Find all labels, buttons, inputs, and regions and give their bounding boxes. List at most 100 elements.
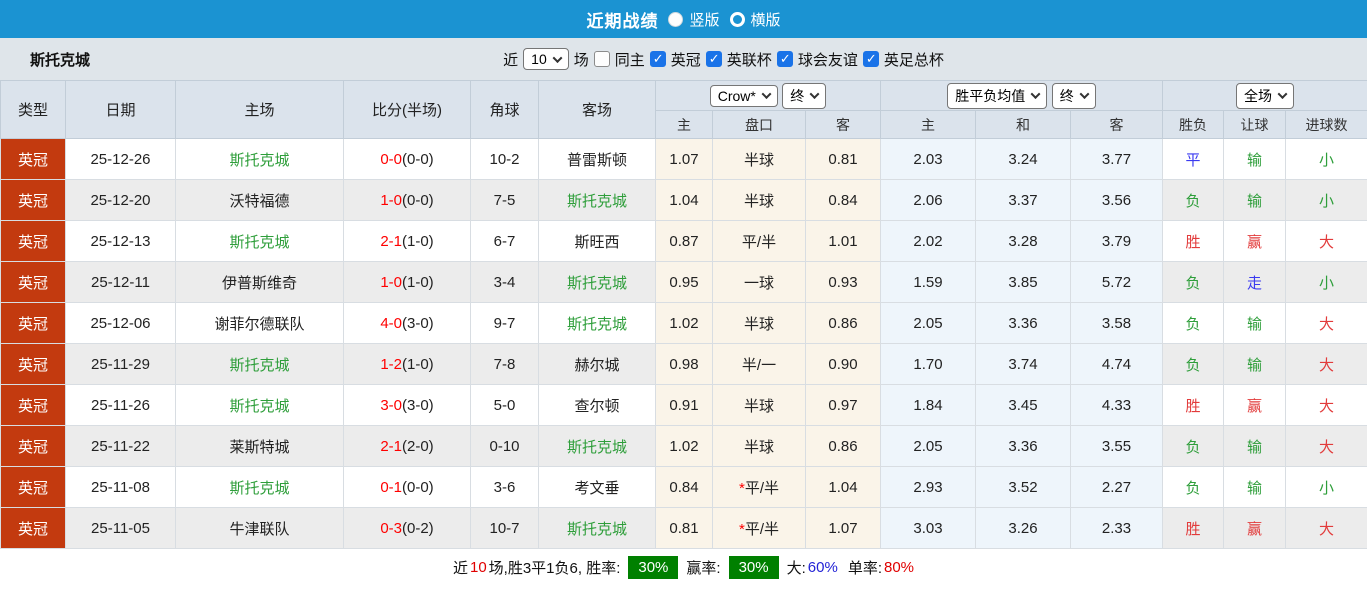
title-bar: 近期战绩 竖版 横版 (0, 0, 1367, 38)
type-cell: 英冠 (0, 179, 66, 221)
goals-result-cell: 大 (1285, 425, 1367, 467)
date-cell: 25-12-11 (65, 261, 176, 303)
handicap-result-cell: 赢 (1223, 384, 1287, 426)
win-rate-badge: 30% (628, 555, 679, 579)
date-cell: 25-11-22 (65, 425, 176, 467)
cover-rate-badge: 30% (728, 555, 779, 579)
avg-draw-cell: 3.74 (975, 343, 1072, 385)
results-tbody: 英冠 25-12-26 斯托克城 0-0(0-0) 10-2 普雷斯顿 1.07 半球 0.81… (0, 138, 1367, 549)
chevron-down-icon (761, 89, 772, 100)
page-title: 近期战绩 (586, 11, 659, 31)
handicap-cell: *平/半 (712, 466, 806, 508)
table-row: 英冠 25-12-20 沃特福德 1-0(0-0) 7-5 斯托克城 1.04 半球 0.84 2… (0, 179, 1367, 221)
odds-home-cell: 1.07 (655, 138, 713, 180)
table-row: 英冠 25-12-26 斯托克城 0-0(0-0) 10-2 普雷斯顿 1.07 半球 0.81… (0, 138, 1367, 180)
type-cell: 英冠 (0, 220, 66, 262)
avg-type-select[interactable]: 胜平负均值 (947, 82, 1048, 109)
type-cell: 英冠 (0, 138, 66, 180)
corner-cell: 10-2 (470, 138, 539, 180)
avg-selector-group: 胜平负均值 终 (880, 80, 1164, 111)
summary-bar: 近 10 场,胜3平1负6, 胜率: 30% 赢率: 30% 大: 60% 单率: 80… (0, 549, 1367, 585)
avg-away-cell: 3.79 (1070, 220, 1164, 262)
type-cell: 英冠 (0, 343, 66, 385)
subheader-handicap-result: 让球 (1223, 110, 1287, 139)
avg-draw-cell: 3.45 (975, 384, 1072, 426)
away-team-cell: 斯托克城 (538, 302, 656, 344)
avg-draw-cell: 3.85 (975, 261, 1072, 303)
avg-time-select[interactable]: 终 (1051, 82, 1096, 109)
date-cell: 25-12-13 (65, 220, 176, 262)
score-cell: 3-0(3-0) (343, 384, 471, 426)
date-cell: 25-12-26 (65, 138, 176, 180)
score-cell: 1-0(0-0) (343, 179, 471, 221)
goals-result-cell: 小 (1285, 261, 1367, 303)
home-team-cell: 斯托克城 (175, 138, 344, 180)
date-cell: 25-12-06 (65, 302, 176, 344)
league-cup-label: 英联杯 (726, 51, 772, 69)
radio-unselected-icon[interactable] (729, 11, 745, 27)
odds-away-cell: 0.86 (804, 302, 882, 344)
avg-home-cell: 1.84 (880, 384, 977, 426)
subheader-handicap: 盘口 (712, 110, 806, 139)
home-team-cell: 莱斯特城 (175, 425, 344, 467)
result-cell: 负 (1162, 343, 1225, 385)
table-row: 英冠 25-12-11 伊普斯维奇 1-0(1-0) 3-4 斯托克城 0.95 一球 0.93… (0, 261, 1367, 303)
avg-draw-cell: 3.52 (975, 466, 1072, 508)
type-cell: 英冠 (0, 507, 66, 549)
home-team-cell: 伊普斯维奇 (175, 261, 344, 303)
fa-cup-checkbox[interactable] (862, 51, 879, 67)
avg-away-cell: 4.74 (1070, 343, 1164, 385)
same-home-checkbox[interactable] (593, 51, 610, 67)
avg-home-cell: 3.03 (880, 507, 977, 549)
score-cell: 4-0(3-0) (343, 302, 471, 344)
home-team-cell: 斯托克城 (175, 343, 344, 385)
layout-radio-vertical[interactable]: 竖版 (668, 9, 720, 30)
avg-away-cell: 4.33 (1070, 384, 1164, 426)
avg-draw-cell: 3.36 (975, 302, 1072, 344)
chevron-down-icon (552, 52, 563, 63)
odds-home-cell: 0.91 (655, 384, 713, 426)
result-cell: 胜 (1162, 384, 1225, 426)
odds-away-cell: 0.81 (804, 138, 882, 180)
result-cell: 平 (1162, 138, 1225, 180)
subheader-avg-draw: 和 (975, 110, 1072, 139)
radio-selected-icon[interactable] (668, 11, 684, 27)
result-cell: 负 (1162, 302, 1225, 344)
table-row: 英冠 25-11-22 莱斯特城 2-1(2-0) 0-10 斯托克城 1.02 半球 0.86… (0, 425, 1367, 467)
odds-time-value: 终 (790, 87, 805, 104)
odds-home-cell: 0.81 (655, 507, 713, 549)
odds-time-select[interactable]: 终 (782, 82, 827, 109)
goals-result-cell: 大 (1285, 507, 1367, 549)
result-cell: 负 (1162, 261, 1225, 303)
away-team-cell: 普雷斯顿 (538, 138, 656, 180)
goals-result-cell: 小 (1285, 138, 1367, 180)
avg-away-cell: 2.33 (1070, 507, 1164, 549)
chevron-down-icon (1030, 89, 1041, 100)
result-cell: 胜 (1162, 220, 1225, 262)
score-cell: 0-0(0-0) (343, 138, 471, 180)
layout-radio-horizontal[interactable]: 横版 (729, 9, 781, 30)
odds-company-select[interactable]: Crow* (709, 84, 778, 107)
table-row: 英冠 25-12-06 谢菲尔德联队 4-0(3-0) 9-7 斯托克城 1.02 半球 0.8… (0, 302, 1367, 344)
date-cell: 25-12-20 (65, 179, 176, 221)
avg-away-cell: 3.55 (1070, 425, 1164, 467)
friendly-label: 球会友谊 (797, 51, 858, 69)
handicap-result-cell: 输 (1223, 425, 1287, 467)
recent-count-value: 10 (531, 51, 547, 67)
near-label: 近 (503, 51, 519, 69)
header-home: 主场 (175, 80, 344, 139)
league-cup-checkbox[interactable] (705, 51, 722, 67)
friendly-checkbox[interactable] (776, 51, 793, 67)
handicap-cell: 平/半 (712, 220, 806, 262)
single-label: 单率: (847, 559, 882, 577)
avg-home-cell: 2.03 (880, 138, 977, 180)
recent-count-select[interactable]: 10 (523, 48, 569, 70)
type-cell: 英冠 (0, 384, 66, 426)
avg-home-cell: 1.59 (880, 261, 977, 303)
result-cell: 胜 (1162, 507, 1225, 549)
avg-draw-cell: 3.24 (975, 138, 1072, 180)
scope-select[interactable]: 全场 (1236, 82, 1295, 109)
league-checkbox[interactable] (649, 51, 666, 67)
away-team-cell: 斯托克城 (538, 507, 656, 549)
away-team-cell: 考文垂 (538, 466, 656, 508)
